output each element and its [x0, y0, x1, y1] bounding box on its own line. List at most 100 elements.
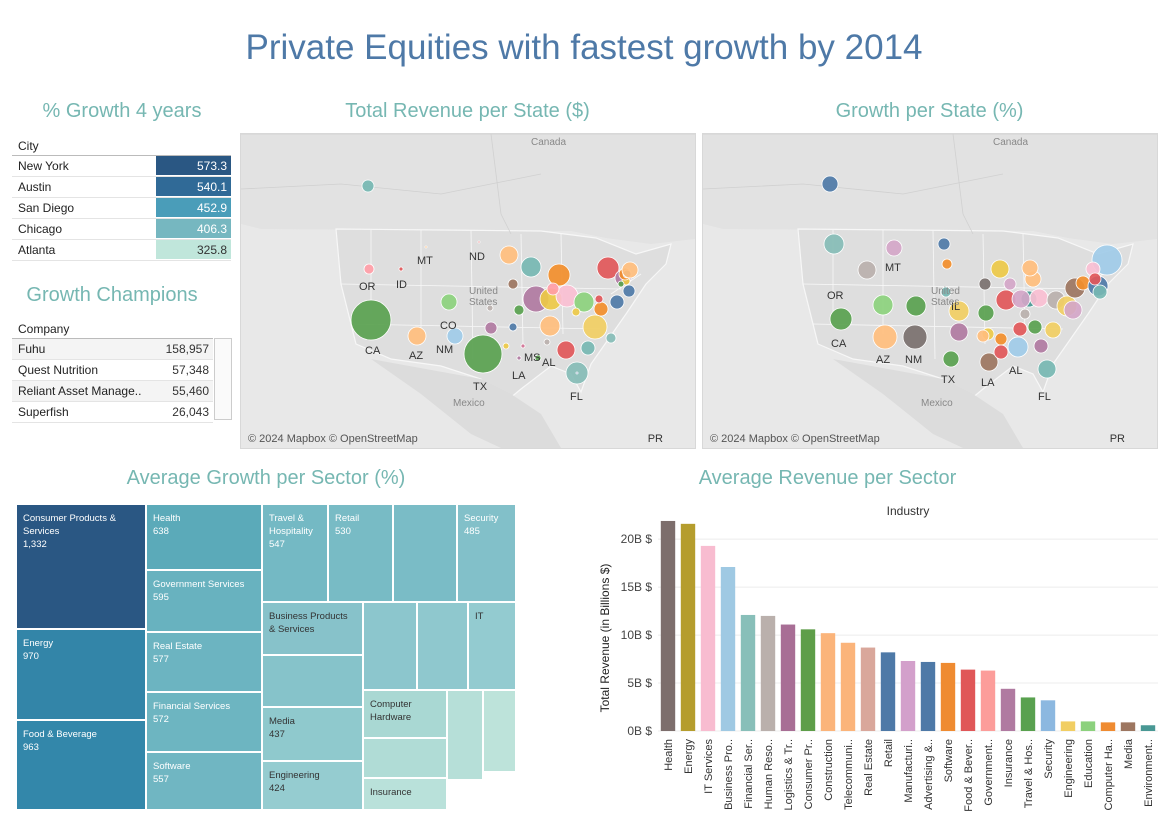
state-growth-bubble[interactable] [902, 324, 928, 350]
treemap-cell[interactable] [447, 690, 483, 780]
state-growth-bubble[interactable] [978, 277, 992, 291]
state-revenue-bubble[interactable] [539, 315, 561, 337]
bar[interactable] [800, 629, 816, 731]
bar[interactable] [780, 624, 796, 731]
treemap-cell[interactable] [393, 504, 457, 602]
state-revenue-bubble[interactable] [596, 256, 620, 280]
bar[interactable] [840, 642, 856, 731]
city-row[interactable]: Atlanta 325.8 [12, 240, 231, 261]
treemap-cell[interactable]: Media 437 [262, 707, 363, 761]
state-revenue-bubble[interactable] [621, 261, 639, 279]
state-growth-bubble[interactable] [857, 260, 877, 280]
state-growth-bubble[interactable] [1029, 288, 1049, 308]
state-growth-bubble[interactable] [1003, 277, 1017, 291]
state-revenue-bubble[interactable] [534, 354, 542, 362]
bar[interactable] [1120, 722, 1136, 731]
state-growth-bubble[interactable] [940, 286, 952, 298]
treemap-cell[interactable] [262, 655, 363, 707]
state-revenue-bubble[interactable] [580, 340, 596, 356]
state-revenue-bubble[interactable] [575, 371, 579, 375]
bar[interactable] [680, 523, 696, 731]
state-growth-bubble[interactable] [942, 350, 960, 368]
state-revenue-bubble[interactable] [593, 301, 609, 317]
state-growth-bubble[interactable] [979, 352, 999, 372]
state-revenue-bubble[interactable] [502, 342, 510, 350]
state-revenue-bubble[interactable] [424, 245, 428, 249]
state-revenue-bubble[interactable] [520, 256, 542, 278]
state-revenue-bubble[interactable] [363, 263, 375, 275]
treemap-cell[interactable]: Software 557 [146, 752, 262, 810]
state-revenue-bubble[interactable] [622, 284, 636, 298]
treemap-cell[interactable]: Business Products & Services [262, 602, 363, 655]
treemap-cell[interactable]: Health 638 [146, 504, 262, 570]
treemap-cell[interactable]: Government Services 595 [146, 570, 262, 632]
state-growth-bubble[interactable] [821, 175, 839, 193]
company-row[interactable]: Quest Nutrition 57,348 [12, 360, 213, 381]
state-growth-bubble[interactable] [905, 295, 927, 317]
bar[interactable] [1060, 721, 1076, 731]
state-revenue-bubble[interactable] [513, 304, 525, 316]
champions-scrollbar[interactable] [214, 338, 232, 420]
state-revenue-bubble[interactable] [582, 314, 608, 340]
bar[interactable] [1140, 725, 1156, 731]
state-revenue-bubble[interactable] [520, 343, 526, 349]
state-revenue-bubble[interactable] [507, 278, 519, 290]
company-row[interactable]: Superfish 26,043 [12, 402, 213, 423]
bar[interactable] [860, 647, 876, 731]
state-growth-bubble[interactable] [941, 258, 953, 270]
state-growth-bubble[interactable] [1092, 284, 1108, 300]
city-row[interactable]: San Diego 452.9 [12, 198, 231, 219]
treemap-cell[interactable]: IT [468, 602, 516, 690]
state-growth-bubble[interactable] [1012, 321, 1028, 337]
treemap-cell[interactable] [483, 690, 516, 772]
state-revenue-bubble[interactable] [547, 263, 571, 287]
treemap-cell[interactable]: Energy 970 [16, 629, 146, 720]
state-growth-bubble[interactable] [990, 259, 1010, 279]
bar[interactable] [1000, 688, 1016, 731]
map-growth[interactable]: OR MT IL CA AZ NM TX LA AL FL Canada United State… [702, 133, 1158, 449]
state-revenue-bubble[interactable] [594, 294, 604, 304]
state-revenue-bubble[interactable] [499, 245, 519, 265]
treemap[interactable]: Consumer Products & Services 1,332 Energy 9… [16, 504, 516, 810]
treemap-cell[interactable]: Financial Services 572 [146, 692, 262, 752]
state-revenue-bubble[interactable] [407, 326, 427, 346]
bar[interactable] [660, 520, 676, 731]
state-growth-bubble[interactable] [1063, 300, 1083, 320]
state-revenue-bubble[interactable] [484, 321, 498, 335]
state-growth-bubble[interactable] [1021, 259, 1039, 277]
bar[interactable] [940, 662, 956, 731]
state-growth-bubble[interactable] [1033, 338, 1049, 354]
bar[interactable] [960, 669, 976, 731]
state-growth-bubble[interactable] [976, 329, 990, 343]
treemap-cell[interactable] [363, 602, 417, 690]
state-revenue-bubble[interactable] [463, 334, 503, 374]
bar[interactable] [920, 661, 936, 731]
state-revenue-bubble[interactable] [350, 299, 392, 341]
city-row[interactable]: Austin 540.1 [12, 177, 231, 198]
state-growth-bubble[interactable] [1037, 359, 1057, 379]
state-revenue-bubble[interactable] [556, 340, 576, 360]
bar[interactable] [1080, 721, 1096, 731]
state-growth-bubble[interactable] [948, 300, 970, 322]
state-revenue-bubble[interactable] [486, 304, 494, 312]
bar[interactable] [1040, 700, 1056, 731]
treemap-cell[interactable]: Consumer Products & Services 1,332 [16, 504, 146, 629]
bar[interactable] [820, 633, 836, 731]
state-growth-bubble[interactable] [1019, 308, 1031, 320]
bar[interactable] [740, 614, 756, 731]
company-row[interactable]: Fuhu 158,957 [12, 339, 213, 360]
state-growth-bubble[interactable] [823, 233, 845, 255]
state-revenue-bubble[interactable] [609, 294, 625, 310]
state-revenue-bubble[interactable] [617, 280, 625, 288]
state-growth-bubble[interactable] [993, 344, 1009, 360]
treemap-cell[interactable]: Security 485 [457, 504, 516, 602]
treemap-cell[interactable]: Computer Hardware [363, 690, 447, 738]
city-row[interactable]: New York 573.3 [12, 156, 231, 177]
bar[interactable] [900, 660, 916, 731]
state-revenue-bubble[interactable] [605, 332, 617, 344]
treemap-cell[interactable]: Travel & Hospitality 547 [262, 504, 328, 602]
bar[interactable] [1020, 697, 1036, 731]
company-row[interactable]: Reliant Asset Manage.. 55,460 [12, 381, 213, 402]
treemap-cell[interactable]: Retail 530 [328, 504, 393, 602]
state-revenue-bubble[interactable] [440, 293, 458, 311]
